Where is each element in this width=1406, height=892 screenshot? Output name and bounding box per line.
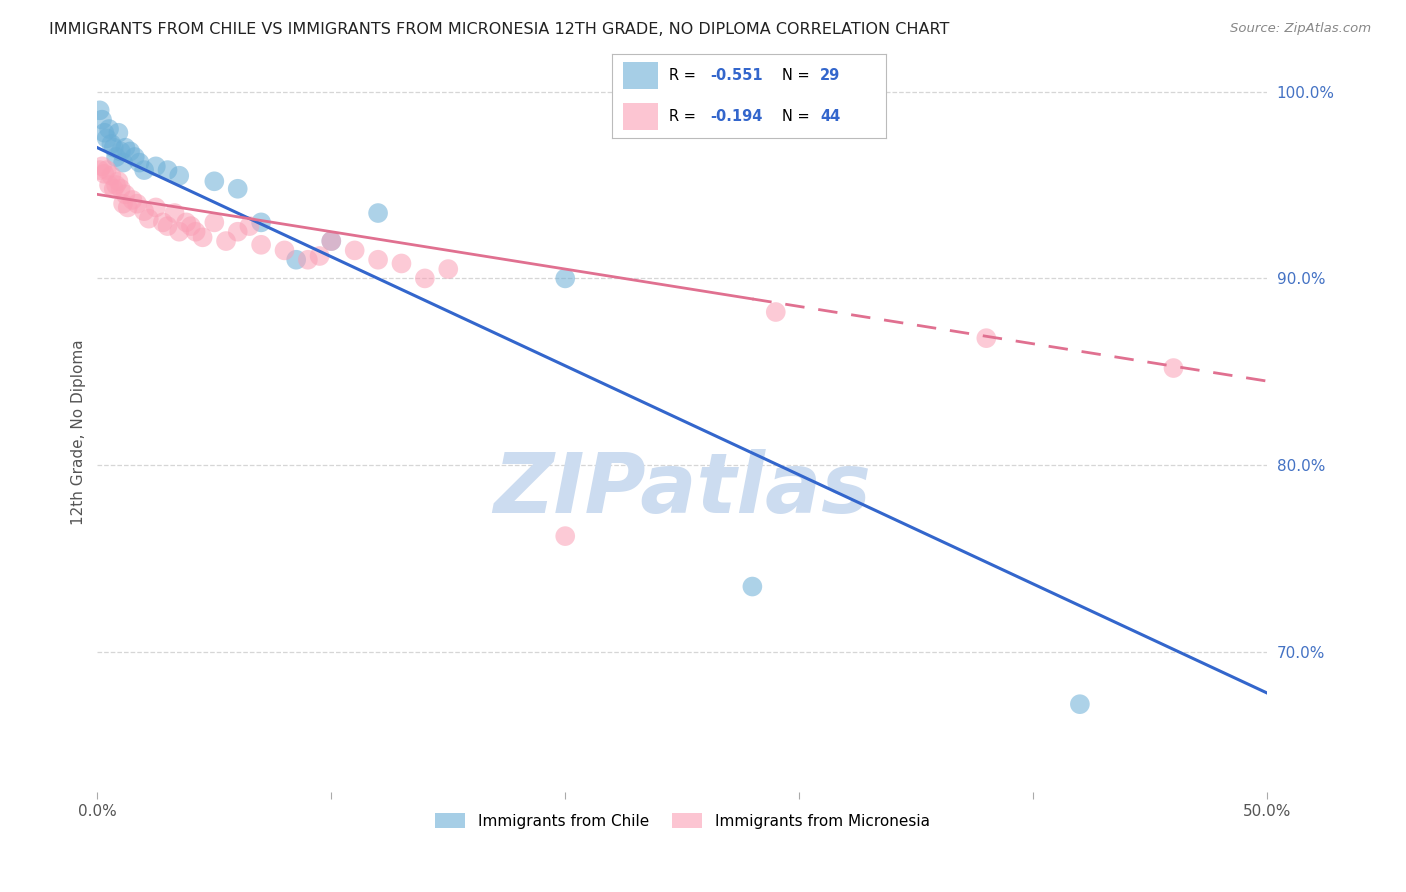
Point xyxy=(391,256,413,270)
Point xyxy=(124,150,146,164)
Point xyxy=(167,169,190,183)
Point xyxy=(1069,697,1091,711)
Point xyxy=(152,215,174,229)
Point xyxy=(321,234,343,248)
Point xyxy=(180,219,202,233)
Point xyxy=(437,262,460,277)
Point xyxy=(163,206,186,220)
Text: R =: R = xyxy=(669,109,700,124)
Point xyxy=(98,122,121,136)
Text: N =: N = xyxy=(782,68,814,83)
Point xyxy=(100,169,122,183)
Point xyxy=(174,215,197,229)
Text: IMMIGRANTS FROM CHILE VS IMMIGRANTS FROM MICRONESIA 12TH GRADE, NO DIPLOMA CORRE: IMMIGRANTS FROM CHILE VS IMMIGRANTS FROM… xyxy=(49,22,949,37)
Point xyxy=(121,193,143,207)
Point xyxy=(145,201,167,215)
Point xyxy=(93,167,115,181)
Point xyxy=(91,159,114,173)
Point xyxy=(367,252,389,267)
Point xyxy=(976,331,998,345)
Point xyxy=(138,211,160,226)
Point xyxy=(167,225,190,239)
Point xyxy=(100,136,122,151)
Text: Source: ZipAtlas.com: Source: ZipAtlas.com xyxy=(1230,22,1371,36)
Text: N =: N = xyxy=(782,109,814,124)
Point xyxy=(741,580,763,594)
Point xyxy=(238,219,260,233)
Point xyxy=(202,215,225,229)
Point xyxy=(112,196,135,211)
Y-axis label: 12th Grade, No Diploma: 12th Grade, No Diploma xyxy=(72,340,86,525)
Point xyxy=(184,225,207,239)
Point xyxy=(114,141,136,155)
Point xyxy=(367,206,389,220)
Point xyxy=(145,159,167,173)
Point xyxy=(285,252,308,267)
Point xyxy=(226,225,249,239)
Point xyxy=(127,196,149,211)
Text: 29: 29 xyxy=(820,68,841,83)
Point xyxy=(105,178,128,192)
Point xyxy=(103,182,125,196)
Point xyxy=(765,305,787,319)
Point xyxy=(413,271,436,285)
Bar xyxy=(623,103,658,130)
Text: ZIPatlas: ZIPatlas xyxy=(494,450,872,531)
Point xyxy=(202,174,225,188)
Point xyxy=(112,155,135,169)
Bar xyxy=(623,62,658,89)
Point xyxy=(250,215,273,229)
Point xyxy=(93,126,115,140)
Point xyxy=(308,249,330,263)
Point xyxy=(91,112,114,127)
Point xyxy=(554,271,576,285)
Point xyxy=(114,187,136,202)
Point xyxy=(215,234,238,248)
Point xyxy=(105,150,128,164)
Point xyxy=(110,145,132,159)
Point xyxy=(120,145,142,159)
Point xyxy=(156,163,179,178)
Point xyxy=(107,174,129,188)
Point xyxy=(89,103,111,118)
Point xyxy=(96,163,118,178)
Point xyxy=(107,126,129,140)
Point xyxy=(226,182,249,196)
Point xyxy=(554,529,576,543)
Point xyxy=(250,237,273,252)
Text: R =: R = xyxy=(669,68,700,83)
Point xyxy=(134,163,156,178)
Text: -0.194: -0.194 xyxy=(710,109,762,124)
Point xyxy=(1163,361,1185,376)
Text: 44: 44 xyxy=(820,109,841,124)
Point xyxy=(98,178,121,192)
Legend: Immigrants from Chile, Immigrants from Micronesia: Immigrants from Chile, Immigrants from M… xyxy=(429,806,935,835)
Point xyxy=(343,244,366,258)
Point xyxy=(117,201,139,215)
Point xyxy=(273,244,295,258)
Point xyxy=(134,204,156,219)
Point xyxy=(321,234,343,248)
Text: -0.551: -0.551 xyxy=(710,68,763,83)
Point xyxy=(89,163,111,178)
Point xyxy=(297,252,319,267)
Point xyxy=(96,131,118,145)
Point xyxy=(191,230,214,244)
Point xyxy=(156,219,179,233)
Point xyxy=(103,141,125,155)
Point xyxy=(128,155,150,169)
Point xyxy=(110,182,132,196)
